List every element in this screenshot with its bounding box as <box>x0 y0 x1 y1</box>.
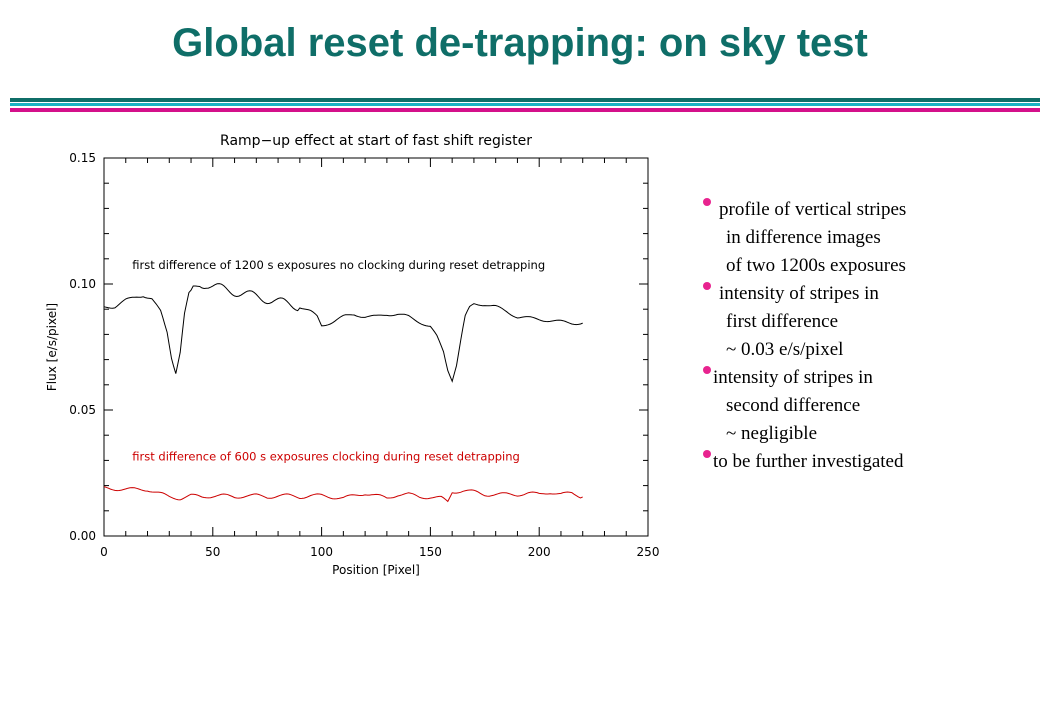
bullet-continuation-text: ~ 0.03 e/s/pixel <box>726 339 844 360</box>
y-tick-label: 0.05 <box>69 403 96 417</box>
chart-text: 0 50 100 150 200 250 0.00 0.05 0.10 0.15 Ramp−up e… <box>45 133 659 577</box>
y-tick-label: 0.10 <box>69 277 96 291</box>
plot-border <box>103 157 649 537</box>
series-line-1200s <box>103 283 583 383</box>
annotation-600s: first difference of 600 s exposures cloc… <box>132 449 520 463</box>
bullet-list: profile of vertical stripes in difference… <box>703 196 1023 476</box>
bullet-item: to be further investigated <box>703 448 1023 476</box>
bullet-item: intensity of stripes in first difference ~… <box>703 280 1023 364</box>
bullet-item: intensity of stripes in second difference… <box>703 364 1023 448</box>
x-tick-label: 100 <box>310 545 333 559</box>
bullet-dot-icon <box>703 198 711 206</box>
x-axis-label: Position [Pixel] <box>332 563 420 577</box>
bullet-dot-icon <box>703 450 711 458</box>
title-rule-cyan <box>10 103 1040 106</box>
slide-title: Global reset de-trapping: on sky test <box>172 21 868 65</box>
x-tick-label: 150 <box>419 545 442 559</box>
bullet-item: profile of vertical stripes in difference… <box>703 196 1023 280</box>
bullet-text: intensity of stripes in <box>719 283 879 304</box>
y-tick-label: 0.15 <box>69 151 96 165</box>
chart-title: Ramp−up effect at start of fast shift re… <box>220 133 532 149</box>
bullet-continuation-text: second difference <box>726 395 861 416</box>
bullet-continuation-text: ~ negligible <box>726 423 818 444</box>
bullet-continuation-text: of two 1200s exposures <box>726 255 906 276</box>
ramp-up-chart: 0 50 100 150 200 250 0.00 0.05 0.10 0.15 Ramp−up e… <box>45 133 659 577</box>
x-tick-label: 0 <box>100 545 108 559</box>
x-tick-label: 250 <box>637 545 660 559</box>
bullet-first-line: intensity of stripes in <box>703 364 1023 392</box>
x-tick-label: 50 <box>205 545 220 559</box>
bullet-continuation-text: in difference images <box>726 227 881 248</box>
title-rule-teal <box>10 98 1040 102</box>
bullet-dot-icon <box>703 282 711 290</box>
bullet-first-line: to be further investigated <box>703 448 1023 476</box>
x-tick-label: 200 <box>528 545 551 559</box>
axis-ticks <box>103 157 649 537</box>
bullet-text: to be further investigated <box>713 451 904 472</box>
bullet-first-line: profile of vertical stripes <box>703 196 1023 224</box>
annotation-1200s: first difference of 1200 s exposures no … <box>132 258 545 272</box>
title-rule-magenta <box>10 108 1040 112</box>
y-tick-label: 0.00 <box>69 529 96 543</box>
series-lines <box>103 283 583 503</box>
y-axis-label: Flux [e/s/pixel] <box>45 303 59 391</box>
bullet-dot-icon <box>703 366 711 374</box>
bullet-text: profile of vertical stripes <box>719 199 907 220</box>
series-line-600s <box>103 486 583 503</box>
bullet-text: intensity of stripes in <box>713 367 873 388</box>
chart-container: 0 50 100 150 200 250 0.00 0.05 0.10 0.15 Ramp−up e… <box>40 125 680 585</box>
bullet-continuation-text: first difference <box>726 311 839 332</box>
plot-frame <box>103 157 649 537</box>
bullet-first-line: intensity of stripes in <box>703 280 1023 308</box>
